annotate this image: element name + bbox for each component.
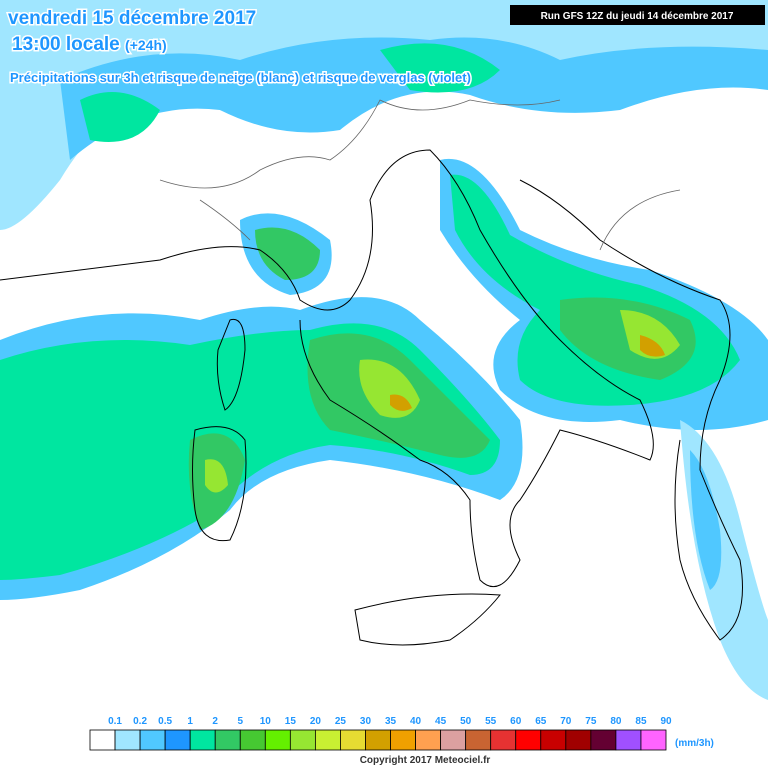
legend-label: 40	[410, 716, 422, 727]
legend-label: 0.5	[158, 716, 172, 727]
time-text: 13:00 locale	[12, 34, 120, 55]
legend-label: 0.2	[133, 716, 147, 727]
run-box	[510, 5, 765, 25]
legend-swatch	[415, 729, 442, 751]
copyright: Copyright 2017 Meteociel.fr	[360, 755, 491, 766]
legend-label: 20	[310, 716, 322, 727]
legend-swatch	[340, 729, 366, 751]
date: vendredi 15 décembre 2017	[8, 8, 256, 29]
legend-swatch	[114, 729, 141, 751]
lead: (+24h)	[125, 37, 167, 53]
legend-label: 85	[635, 716, 647, 727]
legend-unit: (mm/3h)	[675, 738, 714, 749]
legend-swatch	[590, 729, 617, 751]
legend-label: 30	[360, 716, 372, 727]
legend-swatch	[615, 729, 642, 751]
subtitle: Précipitations sur 3h et risque de neige…	[10, 70, 471, 85]
legend-label: 45	[435, 716, 447, 727]
legend-label: 60	[510, 716, 522, 727]
legend-label: 25	[335, 716, 347, 727]
legend-swatch	[239, 729, 266, 751]
legend-swatch	[189, 729, 216, 751]
legend-swatch	[314, 729, 341, 751]
legend-label: 5	[237, 716, 243, 727]
run-info: Run GFS 12Z du jeudi 14 décembre 2017	[541, 11, 734, 22]
legend-swatch	[490, 729, 517, 751]
legend-swatch	[440, 729, 467, 751]
legend-swatch	[139, 729, 166, 751]
legend-label: 15	[285, 716, 297, 727]
legend-label: 90	[660, 716, 672, 727]
legend-swatch	[390, 729, 416, 751]
coastlines	[0, 99, 743, 646]
legend-label: 1	[187, 716, 193, 727]
legend-swatch	[289, 729, 316, 751]
time: 13:00 locale (+24h)	[12, 34, 167, 55]
legend-swatch	[640, 729, 667, 751]
legend-label: 2	[212, 716, 218, 727]
legend-swatch	[214, 729, 241, 751]
legend-label: 10	[260, 716, 272, 727]
precipitation	[0, 0, 768, 700]
legend-label: 70	[560, 716, 572, 727]
legend-swatch	[264, 729, 291, 751]
legend-swatch	[540, 729, 567, 751]
legend-swatch	[365, 729, 391, 751]
legend-swatch	[565, 729, 592, 751]
legend-swatch	[89, 729, 116, 751]
legend-label: 55	[485, 716, 497, 727]
legend-label: 75	[585, 716, 597, 727]
legend: 0.1 0.2 0.5 1 2 5 10 15 20 25 30 35 40 45 50 55 60 65 70 75…	[89, 716, 672, 751]
legend-label: 65	[535, 716, 547, 727]
legend-swatch	[515, 729, 542, 751]
legend-label: 80	[610, 716, 622, 727]
legend-swatch	[164, 729, 191, 751]
legend-label: 50	[460, 716, 472, 727]
legend-label: 0.1	[108, 716, 122, 727]
legend-swatch	[465, 729, 492, 751]
legend-label: 35	[385, 716, 397, 727]
